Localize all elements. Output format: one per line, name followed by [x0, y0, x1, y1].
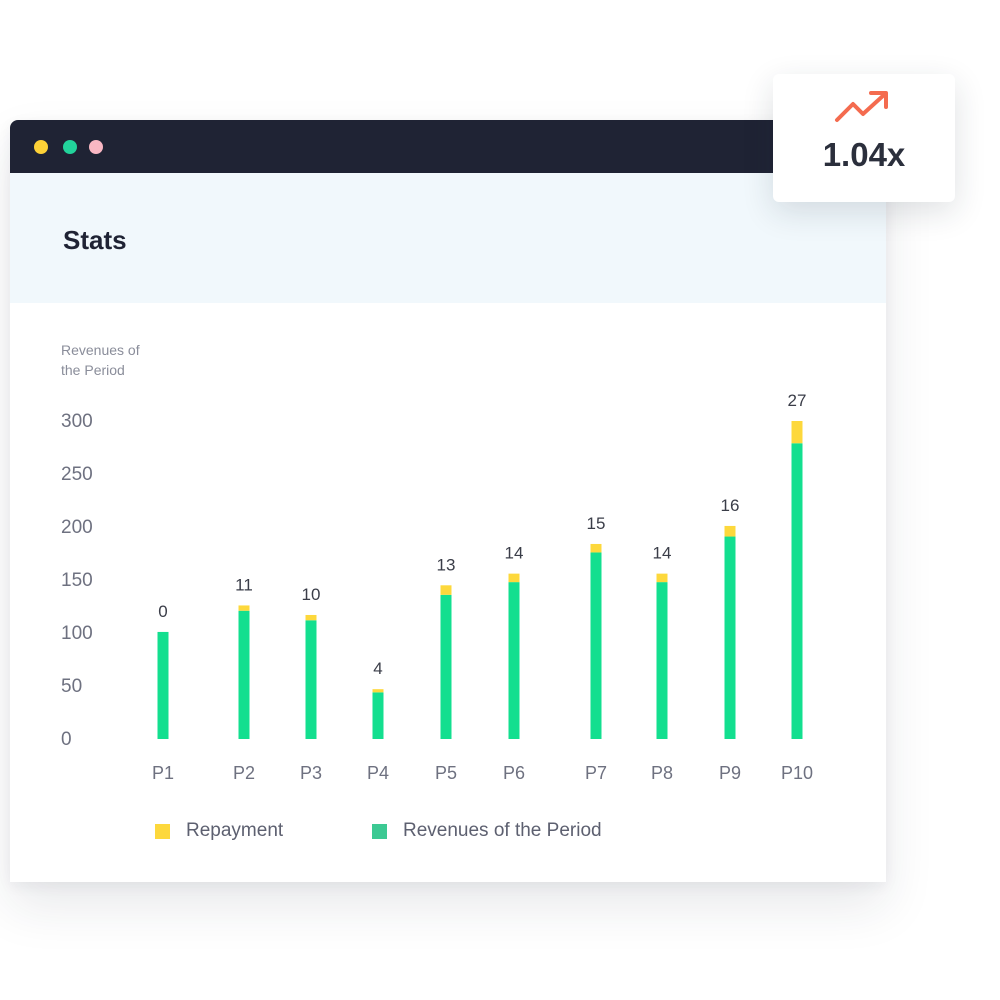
- bar-revenue-p8[interactable]: [656, 582, 668, 739]
- y-tick-label: 300: [61, 411, 93, 432]
- legend-label-revenues: Revenues of the Period: [403, 820, 602, 841]
- stats-header: Stats: [10, 173, 886, 303]
- bar-revenue-p5[interactable]: [440, 594, 452, 739]
- stats-window: Stats: [10, 120, 886, 882]
- bar-revenue-p6[interactable]: [508, 582, 520, 739]
- data-label: 27: [788, 391, 807, 410]
- bar-repayment-p8[interactable]: [656, 573, 668, 583]
- bar-repayment-p4[interactable]: [372, 689, 384, 693]
- data-label: 11: [235, 575, 253, 594]
- data-label: 10: [302, 585, 321, 604]
- y-tick-label: 200: [61, 517, 93, 538]
- x-tick-label: P10: [781, 763, 813, 783]
- y-axis-ticks: 0 50 100 150 200 250 300: [61, 411, 93, 750]
- bar-repayment-p5[interactable]: [440, 585, 452, 595]
- bar-revenue-p7[interactable]: [590, 552, 602, 739]
- bar-repayment-p9[interactable]: [724, 525, 736, 537]
- y-tick-label: 150: [61, 570, 93, 591]
- x-tick-label: P8: [651, 763, 673, 783]
- multiplier-value: 1.04x: [822, 136, 906, 173]
- trending-up-icon: [835, 91, 888, 122]
- bar-repayment-p2[interactable]: [238, 605, 250, 611]
- data-label: 0: [158, 602, 167, 621]
- data-label: 13: [437, 555, 456, 574]
- bar-repayment-p3[interactable]: [305, 614, 317, 621]
- legend-swatch-repayment: [155, 824, 170, 839]
- y-axis-title-line-1: Revenues of: [61, 342, 140, 358]
- x-axis-ticks: P1 P2 P3 P4 P5 P6 P7 P8 P9 P10: [152, 763, 813, 783]
- data-label: 14: [505, 544, 524, 563]
- data-label: 15: [587, 514, 606, 533]
- x-tick-label: P2: [233, 763, 255, 783]
- y-tick-label: 250: [61, 464, 93, 485]
- bar-revenue-p4[interactable]: [372, 692, 384, 739]
- window-dot-pink[interactable]: [89, 140, 103, 154]
- y-tick-label: 0: [61, 729, 72, 750]
- x-tick-label: P9: [719, 763, 741, 783]
- bar-repayment-p7[interactable]: [590, 543, 602, 553]
- x-tick-label: P4: [367, 763, 389, 783]
- legend-swatch-revenues: [372, 824, 387, 839]
- y-tick-label: 50: [61, 676, 82, 697]
- data-label: 14: [653, 544, 672, 563]
- bar-revenue-p1[interactable]: [157, 631, 169, 739]
- page-title: Stats: [63, 225, 127, 255]
- window-titlebar: [10, 120, 886, 173]
- x-tick-label: P6: [503, 763, 525, 783]
- bar-repayment-p10[interactable]: [791, 421, 803, 444]
- y-tick-label: 100: [61, 623, 93, 644]
- bar-repayment-p6[interactable]: [508, 573, 520, 583]
- bar-revenue-p2[interactable]: [238, 610, 250, 739]
- legend-label-repayment: Repayment: [186, 820, 284, 841]
- bar-revenue-p10[interactable]: [791, 443, 803, 739]
- x-tick-label: P7: [585, 763, 607, 783]
- window-dot-green[interactable]: [63, 140, 77, 154]
- y-axis-title-line-2: the Period: [61, 362, 125, 378]
- x-tick-label: P5: [435, 763, 457, 783]
- data-label: 4: [373, 659, 382, 678]
- bars: [157, 421, 803, 739]
- data-label: 16: [721, 496, 740, 515]
- bar-revenue-p9[interactable]: [724, 536, 736, 739]
- x-tick-label: P3: [300, 763, 322, 783]
- data-labels: 0 11 10 4 13 14 15 14 16 27: [158, 391, 806, 678]
- multiplier-card: 1.04x: [773, 74, 955, 202]
- bar-revenue-p3[interactable]: [305, 620, 317, 739]
- x-tick-label: P1: [152, 763, 174, 783]
- window-dot-yellow[interactable]: [34, 140, 48, 154]
